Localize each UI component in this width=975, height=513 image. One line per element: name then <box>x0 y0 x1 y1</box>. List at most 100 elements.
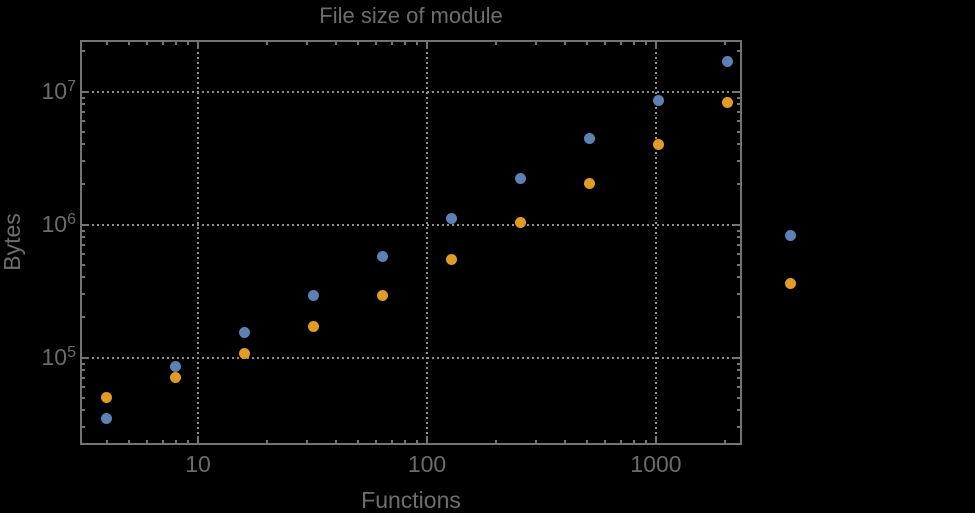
x-minor-tick <box>724 440 726 443</box>
y-minor-tick <box>737 244 740 246</box>
y-minor-tick <box>737 111 740 113</box>
y-minor-tick <box>737 131 740 133</box>
x-minor-tick <box>416 42 418 45</box>
x-minor-tick <box>375 440 377 443</box>
y-gridline <box>82 223 740 226</box>
x-minor-tick <box>535 440 537 443</box>
y-minor-tick <box>82 316 85 318</box>
y-axis-title: Bytes <box>0 213 25 271</box>
x-minor-tick <box>724 42 726 45</box>
y-major-tick <box>82 357 89 359</box>
y-minor-tick <box>737 386 740 388</box>
data-point-series-2-orange <box>446 253 458 265</box>
y-minor-tick <box>82 236 85 238</box>
y-minor-tick <box>82 244 85 246</box>
y-minor-tick <box>82 120 85 122</box>
y-minor-tick <box>737 363 740 365</box>
x-tick-label: 100 <box>407 451 447 477</box>
y-minor-tick <box>82 377 85 379</box>
x-minor-tick <box>633 42 635 45</box>
y-minor-tick <box>737 409 740 411</box>
y-tick-label: 106 <box>41 210 77 237</box>
y-minor-tick <box>82 426 85 428</box>
marker-series-1-blue <box>784 229 796 241</box>
x-minor-tick <box>357 440 359 443</box>
y-gridline <box>82 90 740 93</box>
y-minor-tick <box>737 369 740 371</box>
x-tick-label: 1000 <box>630 451 682 477</box>
data-point-series-2-orange <box>239 347 251 359</box>
x-minor-tick <box>564 440 566 443</box>
data-point-series-2-orange <box>170 371 182 383</box>
x-minor-tick <box>106 42 108 45</box>
x-minor-tick <box>266 42 268 45</box>
y-minor-tick <box>737 397 740 399</box>
plot-frame <box>80 40 742 445</box>
x-minor-tick <box>187 42 189 45</box>
data-point-series-2-orange <box>308 320 320 332</box>
x-minor-tick <box>128 42 130 45</box>
data-point-series-1-blue <box>239 327 251 339</box>
x-major-tick <box>426 42 428 49</box>
y-minor-tick <box>82 143 85 145</box>
y-minor-tick <box>737 103 740 105</box>
x-minor-tick <box>266 440 268 443</box>
data-point-series-2-orange <box>721 97 733 109</box>
x-major-tick <box>655 42 657 49</box>
x-major-tick <box>197 436 199 443</box>
y-minor-tick <box>82 363 85 365</box>
data-point-series-2-orange <box>101 392 113 404</box>
y-minor-tick <box>82 97 85 99</box>
x-major-tick <box>655 436 657 443</box>
x-minor-tick <box>645 42 647 45</box>
y-minor-tick <box>737 183 740 185</box>
x-minor-tick <box>162 440 164 443</box>
y-minor-tick <box>82 111 85 113</box>
y-minor-tick <box>82 397 85 399</box>
y-major-tick <box>82 224 89 226</box>
x-minor-tick <box>495 42 497 45</box>
x-minor-tick <box>586 42 588 45</box>
data-point-series-2-orange <box>583 177 595 189</box>
y-minor-tick <box>82 50 85 52</box>
data-point-series-1-blue <box>308 289 320 301</box>
x-minor-tick <box>306 440 308 443</box>
x-minor-tick <box>146 42 148 45</box>
y-minor-tick <box>82 409 85 411</box>
y-minor-tick <box>82 183 85 185</box>
data-point-series-1-blue <box>101 413 113 425</box>
x-gridline <box>655 42 657 443</box>
y-minor-tick <box>737 50 740 52</box>
y-minor-tick <box>82 293 85 295</box>
y-minor-tick <box>82 386 85 388</box>
x-minor-tick <box>175 42 177 45</box>
x-minor-tick <box>586 440 588 443</box>
y-minor-tick <box>82 253 85 255</box>
x-minor-tick <box>146 440 148 443</box>
x-minor-tick <box>564 42 566 45</box>
y-gridline <box>82 356 740 359</box>
chart-title: File size of module <box>319 3 503 28</box>
data-point-series-1-blue <box>652 94 664 106</box>
y-minor-tick <box>737 230 740 232</box>
y-minor-tick <box>737 293 740 295</box>
data-point-series-1-blue <box>514 173 526 185</box>
data-point-series-1-blue <box>377 251 389 263</box>
x-minor-tick <box>604 42 606 45</box>
y-minor-tick <box>82 369 85 371</box>
y-minor-tick <box>737 160 740 162</box>
x-major-tick <box>426 436 428 443</box>
data-point-series-1-blue <box>721 56 733 68</box>
y-major-tick <box>733 224 740 226</box>
data-point-series-1-blue <box>583 133 595 145</box>
x-minor-tick <box>604 440 606 443</box>
y-tick-label: 107 <box>41 77 77 104</box>
y-minor-tick <box>82 160 85 162</box>
data-point-series-2-orange <box>377 289 389 301</box>
y-tick-label: 105 <box>41 343 77 370</box>
marker-series-2-orange <box>784 277 796 289</box>
x-minor-tick <box>620 440 622 443</box>
y-minor-tick <box>737 253 740 255</box>
x-minor-tick <box>128 440 130 443</box>
x-axis-title: Functions <box>361 487 461 513</box>
